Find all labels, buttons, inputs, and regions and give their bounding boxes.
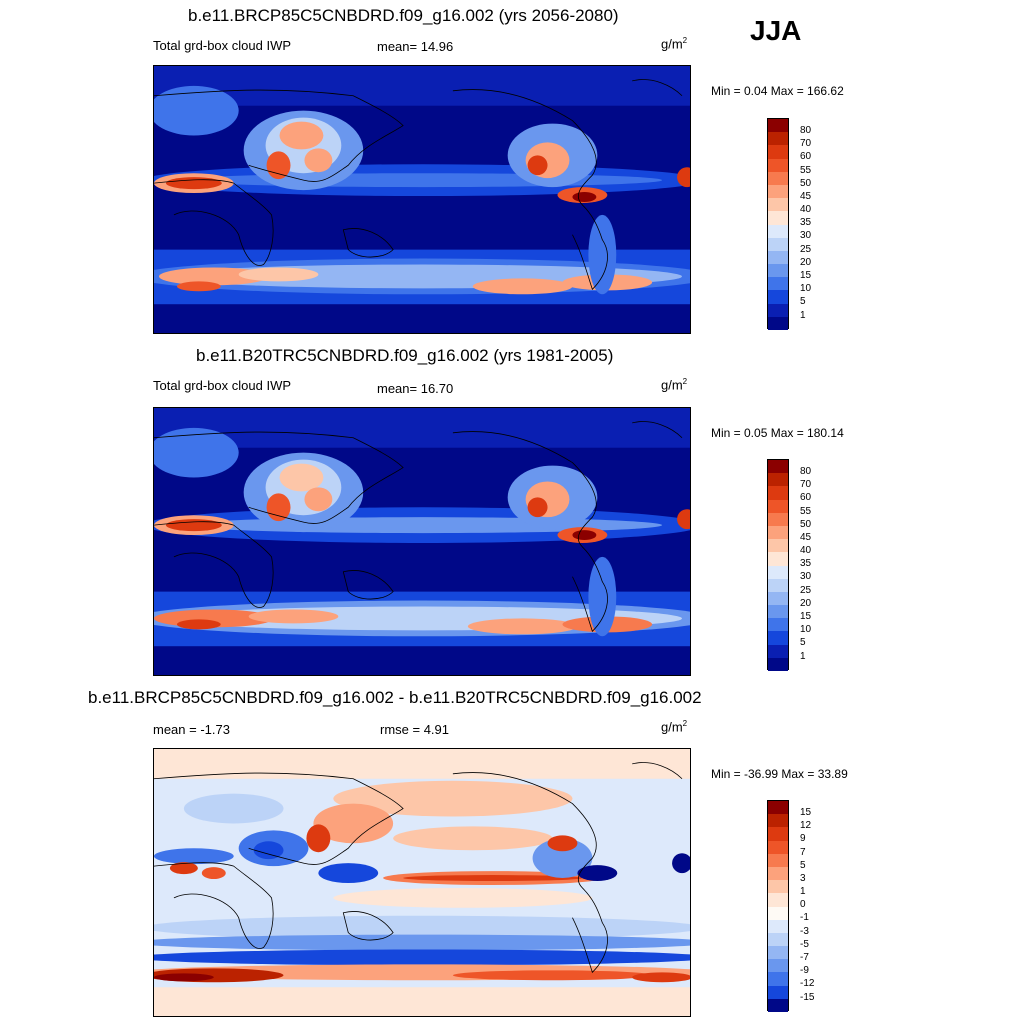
- panel2-units: g/m2: [661, 377, 688, 393]
- cbar1-tick: 10: [800, 283, 812, 294]
- cbar3-tick: 3: [800, 873, 806, 884]
- cbar3-tick: -5: [800, 939, 809, 950]
- panel3-units: g/m2: [661, 719, 688, 735]
- cbar3-tick: 5: [800, 860, 806, 871]
- cbar1-tick: 40: [800, 204, 812, 215]
- cbar1-seg: [768, 119, 788, 133]
- cbar2-tick: 60: [800, 492, 812, 503]
- cbar2-tick: 25: [800, 585, 812, 596]
- cbar1-seg: [768, 303, 788, 317]
- season-label: JJA: [750, 15, 802, 46]
- cbar1-seg: [768, 158, 788, 172]
- cbar2-tick: 20: [800, 598, 812, 609]
- panel1-colorbar: [767, 118, 789, 330]
- cbar3-tick: 7: [800, 847, 806, 858]
- panel3-rmse: rmse = 4.91: [380, 722, 450, 737]
- cbar2-tick: 5: [800, 637, 806, 648]
- cbar3-tick: -7: [800, 952, 809, 963]
- cbar1-tick: 1: [800, 310, 806, 321]
- panel3-minmax: Min = -36.99 Max = 33.89: [711, 767, 848, 781]
- cbar1-tick: 35: [800, 217, 812, 228]
- cbar1-seg: [768, 132, 788, 146]
- panel1-units: g/m2: [661, 36, 688, 52]
- cbar2-tick: 35: [800, 558, 812, 569]
- cbar3-tick: -12: [800, 978, 815, 989]
- cbar1-seg: [768, 290, 788, 304]
- panel3-mean: mean = -1.73: [153, 722, 230, 737]
- cbar1-seg: [768, 224, 788, 238]
- cbar1-tick: 5: [800, 296, 806, 307]
- cbar2-tick: 50: [800, 519, 812, 530]
- cbar1-seg: [768, 250, 788, 265]
- cbar1-seg: [768, 145, 788, 159]
- cbar1-tick: 50: [800, 178, 812, 189]
- cbar2-tick: 10: [800, 624, 812, 635]
- cbar3-tick: -15: [800, 992, 815, 1003]
- cbar2-tick: 30: [800, 571, 812, 582]
- cbar1-tick: 25: [800, 244, 812, 255]
- panel3-title: b.e11.BRCP85C5CNBDRD.f09_g16.002 - b.e11…: [88, 688, 702, 707]
- panel2-field-label: Total grd-box cloud IWP: [153, 378, 292, 393]
- cbar1-seg: [768, 184, 788, 199]
- cbar3-tick: 15: [800, 807, 812, 818]
- cbar3-tick: -9: [800, 965, 809, 976]
- cbar1-seg: [768, 316, 788, 330]
- panel2-colorbar: [767, 459, 789, 671]
- panel1-minmax: Min = 0.04 Max = 166.62: [711, 84, 844, 98]
- cbar2-tick: 45: [800, 532, 812, 543]
- panel3-map: [153, 748, 691, 1017]
- cbar3-tick: 12: [800, 820, 812, 831]
- cbar2-tick: 80: [800, 466, 812, 477]
- panel1-title: b.e11.BRCP85C5CNBDRD.f09_g16.002 (yrs 20…: [188, 6, 619, 25]
- panel1-mean: mean= 14.96: [377, 39, 454, 54]
- cbar3-tick: 0: [800, 899, 806, 910]
- cbar1-tick: 60: [800, 151, 812, 162]
- panel2-map: [153, 407, 691, 676]
- panel2-minmax: Min = 0.05 Max = 180.14: [711, 426, 844, 440]
- cbar2-tick: 15: [800, 611, 812, 622]
- cbar1-tick: 80: [800, 125, 812, 136]
- panel3-colorbar: [767, 800, 789, 1012]
- cbar1-seg: [768, 211, 788, 225]
- cbar1-seg: [768, 171, 788, 185]
- cbar1-seg: [768, 198, 788, 212]
- cbar1-tick: 55: [800, 165, 812, 176]
- panel1-map: [153, 65, 691, 334]
- panel2-mean: mean= 16.70: [377, 381, 454, 396]
- panel2-title: b.e11.B20TRC5CNBDRD.f09_g16.002 (yrs 198…: [196, 346, 614, 365]
- cbar3-tick: 9: [800, 833, 806, 844]
- cbar3-tick: -3: [800, 926, 809, 937]
- cbar3-tick: -1: [800, 912, 809, 923]
- cbar1-tick: 30: [800, 230, 812, 241]
- cbar2-tick: 55: [800, 506, 812, 517]
- cbar1-seg: [768, 237, 788, 251]
- cbar1-tick: 15: [800, 270, 812, 281]
- cbar1-seg: [768, 264, 788, 278]
- cbar2-tick: 1: [800, 651, 806, 662]
- cbar1-tick: 20: [800, 257, 812, 268]
- cbar1-tick: 70: [800, 138, 812, 149]
- cbar2-tick: 70: [800, 479, 812, 490]
- panel1-field-label: Total grd-box cloud IWP: [153, 38, 292, 53]
- cbar1-seg: [768, 277, 788, 291]
- cbar2-tick: 40: [800, 545, 812, 556]
- cbar3-tick: 1: [800, 886, 806, 897]
- cbar1-tick: 45: [800, 191, 812, 202]
